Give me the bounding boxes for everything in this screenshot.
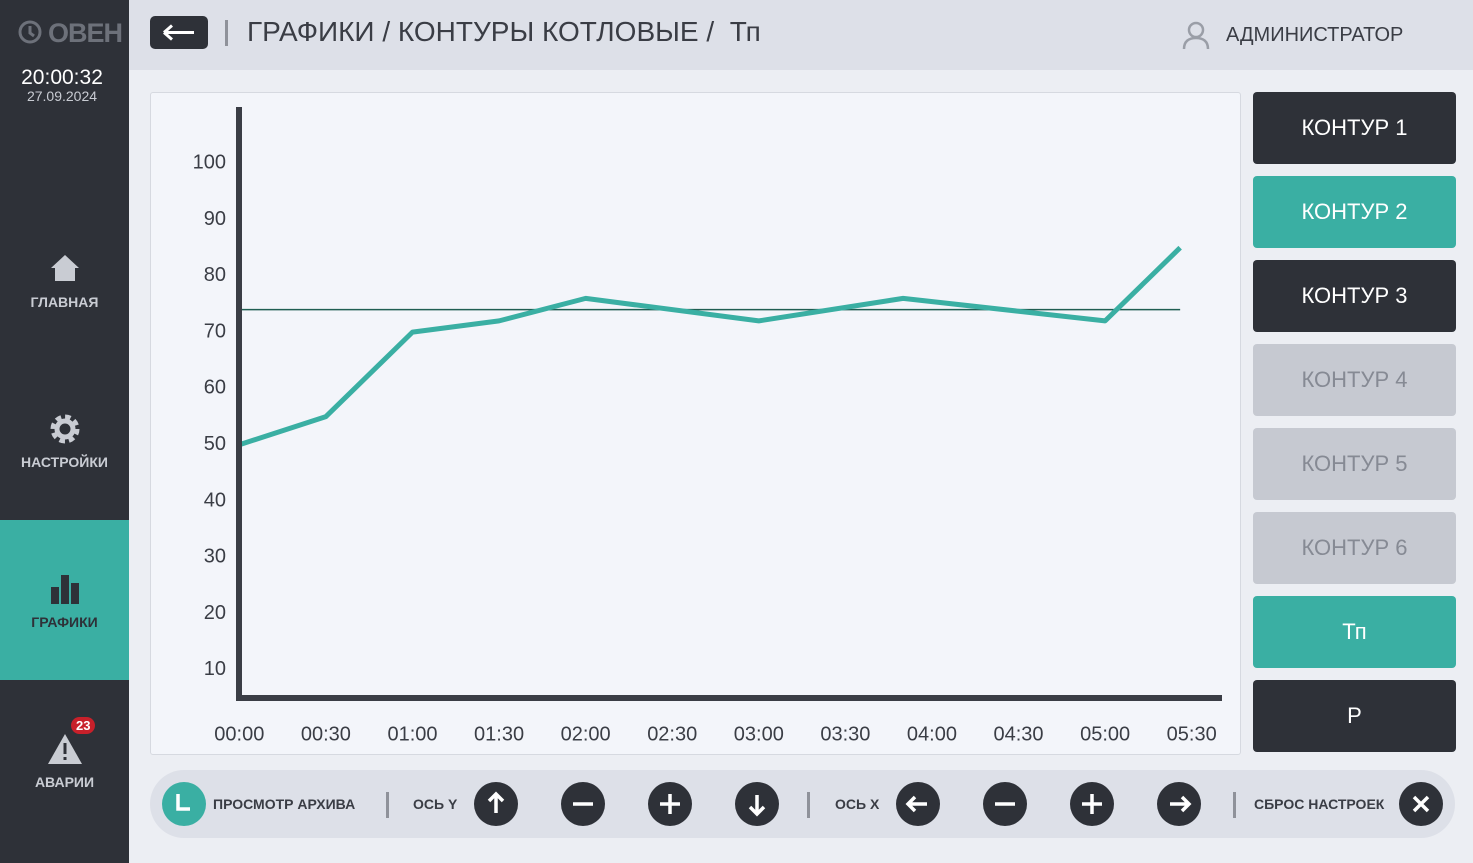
nav-label: ГЛАВНАЯ (30, 294, 99, 310)
nav-icon (50, 255, 79, 281)
nav-icon (50, 414, 79, 444)
x-tick-label: 02:30 (647, 723, 697, 745)
nav-item[interactable]: ГЛАВНАЯ (0, 200, 129, 360)
x-tick-label: 04:00 (907, 723, 957, 745)
toolbar: ПРОСМОТР АРХИВА ОСЬ Y ОСЬ X СБРОС НАСТРОЕК (150, 770, 1455, 838)
y-tick-label: 30 (204, 546, 226, 568)
logo-icon (18, 20, 42, 44)
x-tick-label: 00:30 (301, 723, 351, 745)
y-tick-label: 10 (204, 658, 226, 680)
nav-label: НАСТРОЙКИ (21, 454, 108, 470)
y-tick-label: 80 (204, 264, 226, 286)
breadcrumb: ГРАФИКИ / КОНТУРЫ КОТЛОВЫЕ / Тп (247, 16, 761, 47)
x-axis-label: ОСЬ X (835, 796, 880, 812)
x-zoom-in-button[interactable] (1070, 782, 1114, 831)
sidebar: ОВЕН 20:00:32 27.09.2024 ГЛАВНАЯ НАСТРОЙК… (0, 0, 129, 863)
separator (1233, 792, 1236, 818)
x-tick-label: 03:30 (820, 723, 870, 745)
y-up-button[interactable] (474, 782, 518, 831)
nav-label: ГРАФИКИ (31, 614, 98, 630)
alarm-badge: 23 (71, 717, 96, 734)
separator (386, 792, 389, 818)
channel-button: КОНТУР 5 (1253, 428, 1456, 500)
y-tick-label: 60 (204, 377, 226, 399)
y-zoom-in-button[interactable] (648, 782, 692, 831)
x-left-button[interactable] (896, 782, 940, 831)
nav-icon (50, 575, 79, 604)
y-tick-label: 90 (204, 208, 226, 230)
reset-label: СБРОС НАСТРОЕК (1254, 796, 1385, 812)
data-line (238, 245, 1182, 448)
y-zoom-out-button[interactable] (561, 782, 605, 831)
y-axis-label: ОСЬ Y (413, 796, 458, 812)
x-tick-label: 01:30 (474, 723, 524, 745)
y-tick-label: 20 (204, 602, 226, 624)
archive-button[interactable] (162, 782, 206, 831)
x-tick-label: 04:30 (994, 723, 1044, 745)
x-tick-label: 03:00 (734, 723, 784, 745)
nav-item[interactable]: НАСТРОЙКИ (0, 360, 129, 520)
channel-button[interactable]: КОНТУР 3 (1253, 260, 1456, 332)
channel-button: КОНТУР 4 (1253, 344, 1456, 416)
y-tick-label: 50 (204, 433, 226, 455)
x-tick-label: 05:30 (1167, 723, 1217, 745)
chart: 10 20 30 40 50 60 70 80 90 100 00:00 00:30 01:00 01:3… (193, 107, 1222, 745)
chart-panel: 10 20 30 40 50 60 70 80 90 100 00:00 00:30 01:00 01:3… (150, 92, 1241, 755)
header: ГРАФИКИ / КОНТУРЫ КОТЛОВЫЕ / Тп АДМИНИСТ… (129, 0, 1473, 70)
separator (225, 20, 228, 46)
clock-date: 27.09.2024 (26, 88, 98, 104)
user-name[interactable]: АДМИНИСТРАТОР (1226, 24, 1404, 46)
archive-label: ПРОСМОТР АРХИВА (213, 796, 356, 812)
nav-item[interactable]: АВАРИИ 23 (0, 680, 129, 840)
clock-time: 20:00:32 (21, 66, 103, 89)
x-zoom-out-button[interactable] (983, 782, 1027, 831)
x-tick-label: 05:00 (1080, 723, 1130, 745)
y-down-button[interactable] (735, 782, 779, 831)
channel-button[interactable]: КОНТУР 2 (1253, 176, 1456, 248)
x-tick-label: 00:00 (214, 723, 264, 745)
reset-button[interactable] (1399, 782, 1443, 831)
separator (807, 792, 810, 818)
y-tick-label: 70 (204, 320, 226, 342)
logo: ОВЕН (48, 18, 123, 48)
back-button[interactable] (150, 16, 208, 49)
channel-button[interactable]: КОНТУР 1 (1253, 92, 1456, 164)
nav-item[interactable]: ГРАФИКИ (0, 520, 129, 680)
x-tick-label: 02:00 (561, 723, 611, 745)
x-right-button[interactable] (1157, 782, 1201, 831)
nav-label: АВАРИИ (34, 774, 95, 790)
y-tick-label: 100 (193, 152, 226, 174)
user-icon (1182, 21, 1210, 50)
channel-button: КОНТУР 6 (1253, 512, 1456, 584)
x-tick-label: 01:00 (387, 723, 437, 745)
channel-button[interactable]: Р (1253, 680, 1456, 752)
channel-button[interactable]: Тп (1253, 596, 1456, 668)
y-tick-label: 40 (204, 489, 226, 511)
nav-icon (47, 734, 82, 764)
